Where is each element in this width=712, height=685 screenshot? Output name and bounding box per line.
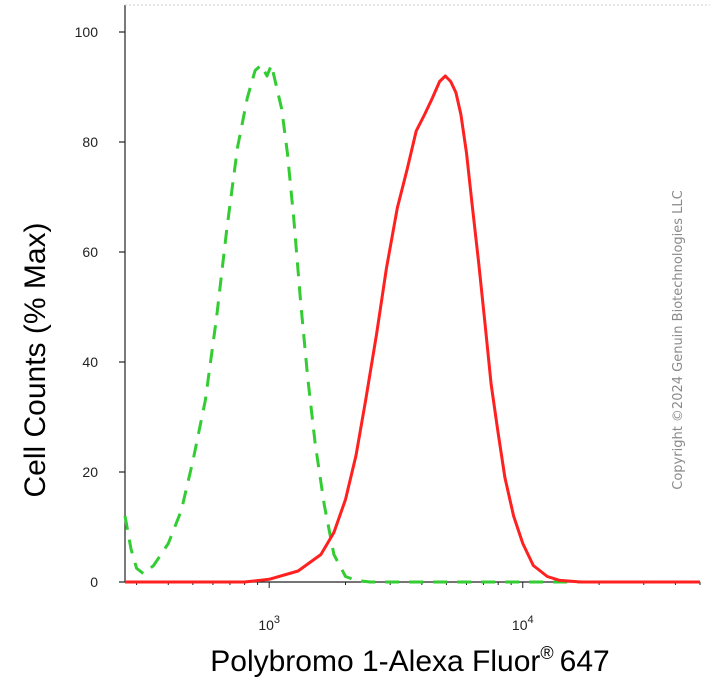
x-axis-title-suffix: 647	[560, 645, 610, 678]
y-tick-label: 80	[82, 134, 98, 150]
series	[123, 63, 700, 584]
x-tick-base: 10	[258, 617, 274, 633]
control-histogram-line	[123, 63, 700, 584]
x-tick-exponent: 3	[274, 614, 280, 626]
x-axis-title: Polybromo 1-Alexa Fluor® 647	[210, 643, 609, 678]
y-tick-label: 20	[82, 464, 98, 480]
y-axis-title: Cell Counts (% Max)	[19, 222, 52, 497]
x-tick-base: 10	[512, 617, 528, 633]
x-ticks: 103104105	[136, 582, 701, 633]
x-tick-exponent: 4	[527, 614, 533, 626]
y-tick-label: 0	[90, 574, 98, 590]
x-tick-label: 104	[512, 614, 534, 633]
y-tick-label: 100	[75, 24, 99, 40]
y-tick-label: 40	[82, 354, 98, 370]
x-axis-title-main: Polybromo 1-Alexa Fluor	[210, 645, 540, 678]
sample-histogram-line	[125, 74, 700, 584]
y-tick-label: 60	[82, 244, 98, 260]
x-axis-title-registered: ®	[540, 643, 553, 663]
copyright-watermark: Copyright ©2024 Genuin Biotechnologies L…	[671, 190, 686, 489]
y-ticks: 0 20 40 60 80 100	[75, 24, 125, 590]
axes	[124, 4, 710, 583]
x-tick-label: 103	[258, 614, 280, 633]
